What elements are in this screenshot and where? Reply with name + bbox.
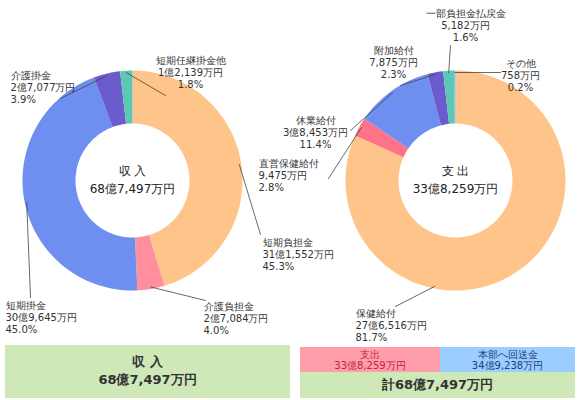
svg-text:支 出: 支 出	[442, 164, 470, 178]
svg-text:一部負担金払戻金5,182万円1.6%: 一部負担金払戻金5,182万円1.6%	[426, 8, 506, 43]
svg-text:休業給付3億8,453万円11.4%: 休業給付3億8,453万円11.4%	[283, 115, 348, 150]
svg-text:短期掛金30億9,645万円45.0%: 短期掛金30億9,645万円45.0%	[6, 300, 77, 335]
svg-text:短期任継掛金他1億2,139万円1.8%: 短期任継掛金他1億2,139万円1.8%	[156, 55, 226, 90]
html-text:収 入: 収 入	[132, 354, 163, 369]
svg-text:収 入: 収 入	[119, 164, 147, 178]
svg-text:介護負担金2億7,084万円4.0%: 介護負担金2億7,084万円4.0%	[204, 301, 269, 336]
html-text:34億9,238万円: 34億9,238万円	[471, 360, 544, 371]
html-text:68億7,497万円: 68億7,497万円	[98, 372, 197, 387]
svg-text:介護掛金2億7,077万円3.9%: 介護掛金2億7,077万円3.9%	[11, 70, 76, 105]
html-text:支出: 支出	[360, 349, 380, 360]
html-text:計68億7,497万円: 計68億7,497万円	[381, 377, 494, 392]
svg-text:68億7,497万円: 68億7,497万円	[90, 182, 176, 196]
svg-text:その他758万円0.2%: その他758万円0.2%	[501, 58, 540, 93]
html-text:33億8,259万円: 33億8,259万円	[334, 360, 406, 371]
svg-text:33億8,259万円: 33億8,259万円	[413, 182, 499, 196]
svg-text:保健給付27億6,516万円81.7%: 保健給付27億6,516万円81.7%	[356, 308, 427, 343]
html-text:本部へ回送金: 本部へ回送金	[477, 349, 538, 360]
svg-text:直営保健給付9,475万円2.8%: 直営保健給付9,475万円2.8%	[259, 158, 319, 193]
svg-text:短期負担金31億1,552万円45.3%: 短期負担金31億1,552万円45.3%	[263, 237, 334, 272]
svg-text:附加給付7,875万円2.3%: 附加給付7,875万円2.3%	[369, 45, 418, 80]
